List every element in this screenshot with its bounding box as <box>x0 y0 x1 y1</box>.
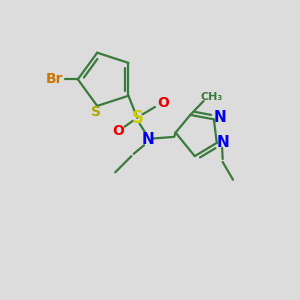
Text: S: S <box>131 109 143 127</box>
Text: S: S <box>91 105 101 119</box>
Text: O: O <box>112 124 124 137</box>
Text: N: N <box>214 110 227 125</box>
Text: N: N <box>217 135 230 150</box>
Text: CH₃: CH₃ <box>200 92 223 102</box>
Text: N: N <box>141 132 154 147</box>
Text: Br: Br <box>46 72 63 86</box>
Text: O: O <box>157 96 169 110</box>
